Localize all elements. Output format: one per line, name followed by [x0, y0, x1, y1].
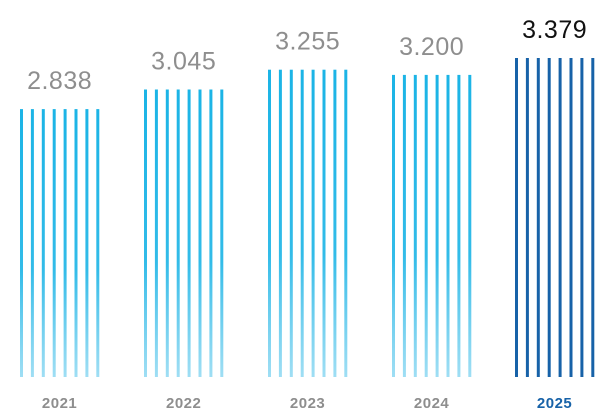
bar-2025: [515, 58, 595, 377]
bar-stripe: [74, 109, 78, 377]
bar-stripe: [20, 109, 23, 377]
bar-stripe: [311, 69, 315, 377]
category-label-2024: 2024: [414, 395, 450, 410]
category-label-2022: 2022: [166, 395, 201, 410]
category-label-2023: 2023: [290, 395, 325, 410]
bar-stripe: [165, 89, 169, 377]
bar-stripe: [344, 69, 348, 377]
bar-stripe: [515, 58, 518, 377]
value-label-2021: 2.838: [27, 67, 92, 95]
bar-2022: [144, 89, 224, 377]
bar-stripe: [322, 69, 326, 377]
bar-stripe: [30, 109, 34, 377]
bar-stripe: [154, 89, 158, 377]
bar-stripe: [85, 109, 89, 377]
value-label-2022: 3.045: [151, 48, 216, 76]
bar-stripe: [63, 109, 67, 377]
value-label-2023: 3.255: [275, 28, 340, 56]
bar-stripe: [569, 58, 573, 377]
bar-stripe: [198, 89, 202, 377]
bar-stripe: [446, 74, 450, 378]
bar-stripe: [413, 74, 417, 378]
bar-stripe: [558, 58, 562, 377]
bar-stripe: [536, 58, 540, 377]
category-label-2021: 2021: [42, 395, 77, 410]
value-label-2025: 3.379: [522, 16, 587, 44]
bar-stripe: [580, 58, 584, 377]
bar-stripe: [591, 58, 595, 377]
bar-stripe: [268, 69, 271, 377]
bar-stripe: [547, 58, 551, 377]
bar-stripe: [209, 89, 213, 377]
bar-stripe: [402, 74, 406, 378]
bar-stripe: [392, 74, 395, 378]
value-label-2024: 3.200: [399, 33, 464, 61]
bar-stripe: [220, 89, 224, 377]
bar-stripe: [41, 109, 45, 377]
bar-stripe: [96, 109, 100, 377]
category-label-2025: 2025: [537, 395, 572, 410]
bar-stripe: [333, 69, 337, 377]
bar-stripe: [435, 74, 439, 378]
bar-2024: [392, 74, 472, 378]
bar-2023: [268, 69, 348, 377]
bar-stripe: [424, 74, 428, 378]
bar-stripe: [52, 109, 56, 377]
bar-stripe: [525, 58, 529, 377]
bar-stripe: [457, 74, 461, 378]
bar-stripe: [176, 89, 180, 377]
bar-stripe: [289, 69, 293, 377]
bar-stripe: [300, 69, 304, 377]
bar-stripe: [468, 74, 472, 378]
bar-stripe: [187, 89, 191, 377]
bar-2021: [20, 109, 100, 377]
bar-stripe: [144, 89, 147, 377]
bar-stripe: [278, 69, 282, 377]
